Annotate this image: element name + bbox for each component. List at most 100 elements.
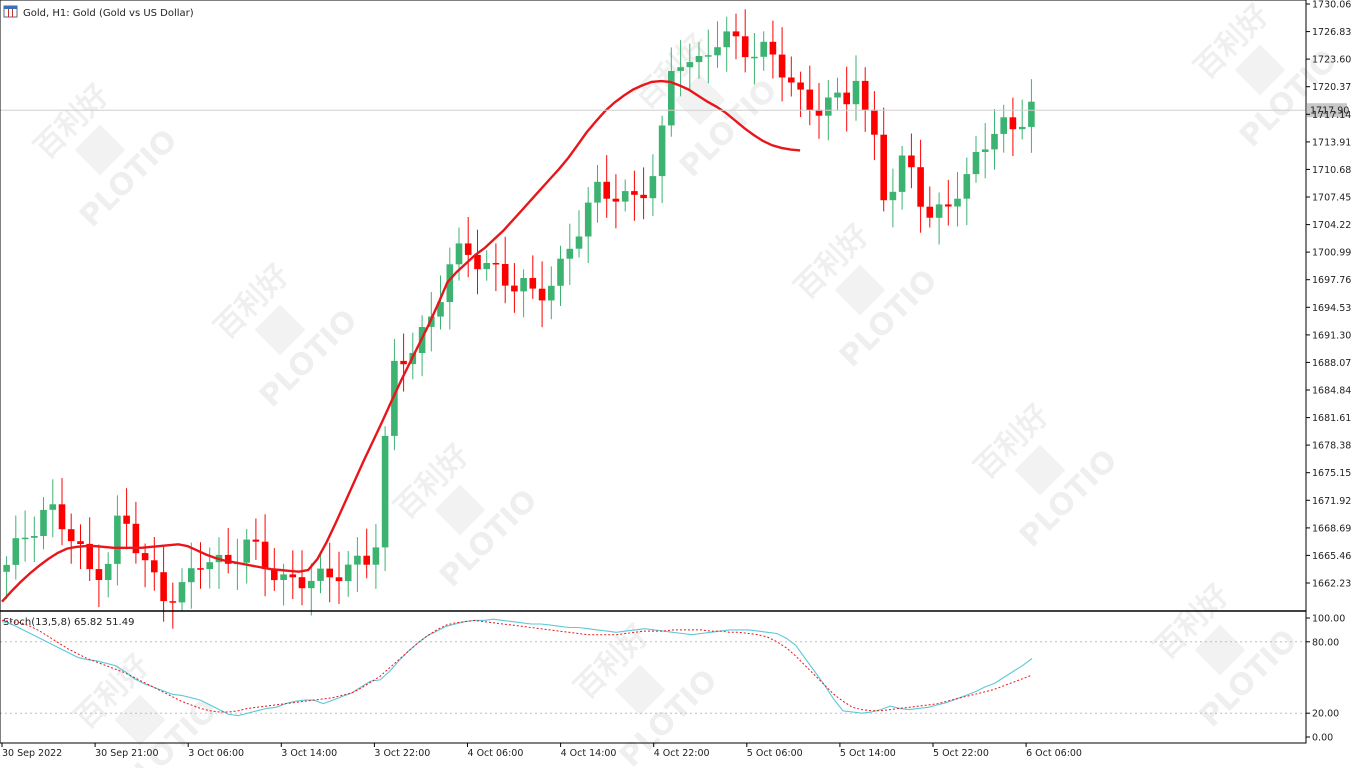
candle-body bbox=[723, 31, 730, 48]
candle-body bbox=[603, 181, 610, 199]
candle-body bbox=[104, 563, 112, 580]
candle-body bbox=[77, 541, 84, 544]
price-tick-label: 1681.61 bbox=[1312, 413, 1351, 424]
candle-body bbox=[732, 31, 740, 37]
candle-body bbox=[492, 263, 500, 265]
candle-body bbox=[123, 515, 130, 524]
time-tick-label: 3 Oct 22:00 bbox=[374, 748, 430, 759]
candle-body bbox=[871, 109, 878, 135]
price-tick-label: 1684.84 bbox=[1312, 386, 1351, 397]
candle-body bbox=[843, 92, 850, 105]
candle-body bbox=[197, 568, 204, 570]
candle-body bbox=[797, 82, 804, 90]
candle-body bbox=[58, 504, 66, 530]
candle-body bbox=[594, 181, 601, 203]
candle-body bbox=[760, 41, 767, 57]
time-tick-label: 4 Oct 22:00 bbox=[654, 748, 710, 759]
price-tick-label: 1730.06 bbox=[1312, 0, 1351, 11]
candle-body bbox=[695, 56, 703, 63]
candle-body bbox=[852, 80, 860, 105]
candle-body bbox=[972, 152, 980, 175]
stoch-tick-label: 20.00 bbox=[1312, 709, 1339, 720]
price-tick-label: 1723.60 bbox=[1312, 55, 1351, 66]
time-tick-label: 5 Oct 22:00 bbox=[933, 748, 989, 759]
price-tick-label: 1675.15 bbox=[1312, 468, 1351, 479]
stoch-main-line bbox=[1, 618, 1033, 717]
time-tick-label: 5 Oct 06:00 bbox=[747, 748, 803, 759]
candle-body bbox=[160, 572, 167, 602]
time-tick-label: 3 Oct 06:00 bbox=[188, 748, 244, 759]
candle-body bbox=[788, 77, 795, 83]
candle-body bbox=[344, 564, 352, 582]
stochastic-oscillator-pane[interactable]: Stoch(13,5,8) 65.82 51.49 bbox=[0, 617, 1306, 717]
candle-body bbox=[705, 55, 712, 57]
stoch-tick-label: 100.00 bbox=[1312, 614, 1345, 625]
candle-body bbox=[188, 568, 195, 583]
candle-body bbox=[21, 537, 29, 540]
candle-body bbox=[1009, 117, 1017, 130]
stoch-tick-label: 80.00 bbox=[1312, 637, 1339, 648]
candle-body bbox=[437, 302, 444, 317]
candle-body bbox=[954, 198, 961, 207]
candle-body bbox=[621, 191, 629, 202]
candle-body bbox=[335, 577, 343, 582]
candle-body bbox=[31, 536, 38, 538]
candle-body bbox=[640, 194, 647, 199]
price-tick-label: 1697.76 bbox=[1312, 275, 1351, 286]
plot-border bbox=[0, 0, 1307, 744]
candle-body bbox=[501, 264, 509, 286]
candle-body bbox=[224, 554, 232, 564]
price-tick-label: 1691.30 bbox=[1312, 330, 1351, 341]
candle-body bbox=[631, 191, 638, 195]
candle-body bbox=[86, 543, 93, 570]
candle-body bbox=[1028, 101, 1035, 127]
candle-body bbox=[511, 285, 518, 292]
candle-body bbox=[668, 70, 675, 126]
candle-body bbox=[557, 258, 564, 286]
candle-body bbox=[806, 89, 814, 110]
candle-body bbox=[825, 97, 832, 116]
candle-body bbox=[861, 80, 869, 110]
candle-body bbox=[132, 523, 140, 554]
candle-body bbox=[908, 155, 915, 168]
candle-body bbox=[751, 56, 758, 59]
candle-body bbox=[381, 435, 389, 548]
stoch-title: Stoch(13,5,8) 65.82 51.49 bbox=[3, 617, 134, 628]
price-tick-label: 1688.07 bbox=[1312, 358, 1351, 369]
candle-body bbox=[584, 202, 592, 237]
candle-body bbox=[548, 285, 555, 301]
candle-body bbox=[400, 360, 407, 365]
candle-body bbox=[372, 547, 380, 565]
candle-body bbox=[206, 562, 213, 570]
candle-body bbox=[1018, 126, 1026, 130]
current-price-tag bbox=[1307, 103, 1347, 118]
current-price-line: 1717.90 bbox=[0, 103, 1349, 118]
candle-body bbox=[455, 243, 463, 265]
candle-body bbox=[714, 47, 721, 56]
candle-body bbox=[243, 539, 250, 563]
candle-body bbox=[289, 574, 297, 578]
current-price-label: 1717.90 bbox=[1310, 106, 1349, 117]
candle-body bbox=[391, 360, 398, 436]
candle-body bbox=[151, 560, 158, 573]
candle-body bbox=[178, 582, 186, 603]
price-tick-label: 1665.46 bbox=[1312, 551, 1351, 562]
candle-body bbox=[261, 541, 269, 570]
candle-body bbox=[917, 167, 924, 207]
time-tick-label: 6 Oct 06:00 bbox=[1026, 748, 1082, 759]
candle-body bbox=[566, 248, 574, 259]
time-tick-label: 3 Oct 14:00 bbox=[281, 748, 337, 759]
candle-body bbox=[252, 539, 260, 542]
candle-body bbox=[67, 529, 75, 542]
candle-body bbox=[741, 36, 749, 58]
candle-body bbox=[612, 198, 620, 202]
price-tick-label: 1720.37 bbox=[1312, 82, 1351, 93]
candle-body bbox=[114, 515, 121, 564]
candle-body bbox=[686, 62, 694, 68]
candle-body bbox=[677, 67, 684, 71]
candle-body bbox=[935, 204, 943, 218]
candle-body bbox=[40, 509, 47, 536]
